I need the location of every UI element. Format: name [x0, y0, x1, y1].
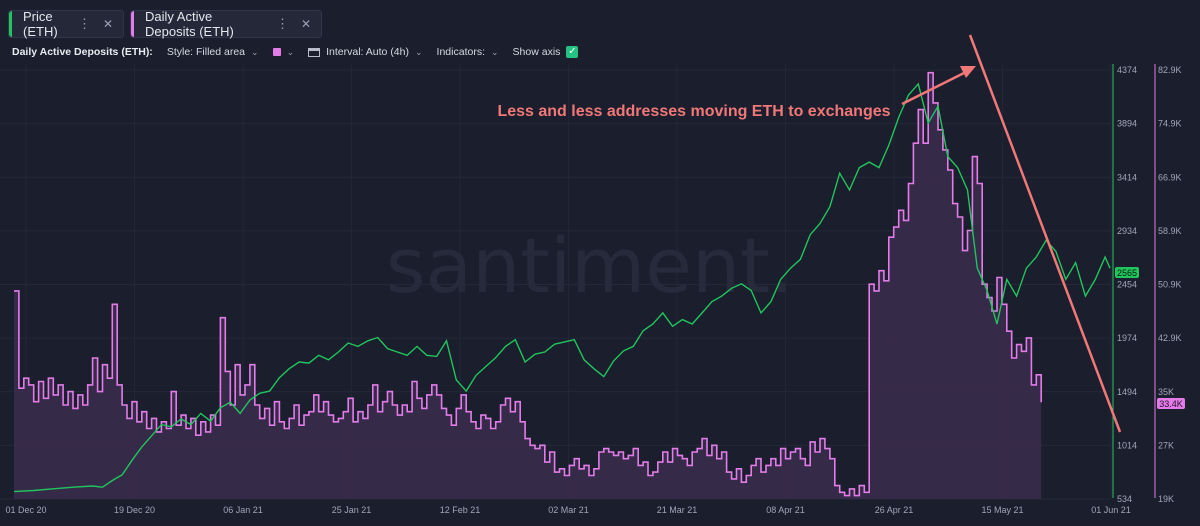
x-tick-label: 19 Dec 20 [114, 505, 155, 515]
x-tick-label: 06 Jan 21 [223, 505, 263, 515]
color-picker[interactable]: ⌄ [272, 46, 295, 58]
x-tick-label: 02 Mar 21 [548, 505, 589, 515]
series-tabs: Price (ETH) ⋮ ✕ Daily Active Deposits (E… [8, 9, 322, 39]
current-price-value: 2565 [1117, 268, 1137, 278]
price-axis-ticks: 4374 3894 3414 2934 2454 1974 1494 1014 534 [1117, 65, 1137, 504]
current-deposits-value: 33.4K [1159, 399, 1183, 409]
series-controls: Daily Active Deposits (ETH): Style: Fill… [12, 44, 592, 60]
deposits-tick-label: 27K [1158, 440, 1174, 450]
deposits-color-bar [131, 11, 134, 37]
deposits-tick-label: 50.9K [1158, 280, 1182, 290]
tab-deposits-label: Daily Active Deposits (ETH) [145, 9, 234, 39]
style-label: Style: Filled area [166, 46, 246, 58]
x-tick-label: 12 Feb 21 [440, 505, 481, 515]
interval-label: Interval: Auto (4h) [326, 46, 409, 58]
price-color-bar [9, 11, 12, 37]
x-tick-label: 21 Mar 21 [657, 505, 698, 515]
tab-deposits-menu-icon[interactable]: ⋮ [275, 16, 289, 31]
checkbox-checked-icon[interactable]: ✓ [566, 46, 579, 58]
tab-deposits-close-icon[interactable]: ✕ [300, 17, 311, 31]
chevron-down-icon: ⌄ [286, 46, 295, 57]
price-tick-label: 2934 [1117, 226, 1137, 236]
price-tick-label: 534 [1117, 494, 1132, 504]
deposits-tick-label: 58.9K [1158, 226, 1182, 236]
tab-price-label: Price (ETH) [23, 9, 58, 39]
chevron-down-icon: ⌄ [415, 46, 423, 57]
annotation-arrow-line [901, 70, 967, 106]
tab-price[interactable]: Price (ETH) ⋮ ✕ [8, 9, 124, 39]
deposits-tick-label: 35K [1158, 387, 1174, 397]
annotation-arrow-head [960, 66, 976, 78]
deposits-tick-label: 19K [1158, 494, 1174, 504]
show-axis-toggle[interactable]: Show axis ✓ [513, 46, 579, 58]
x-tick-label: 15 May 21 [981, 505, 1023, 515]
deposits-tick-label: 74.9K [1158, 119, 1182, 129]
controls-series-label: Daily Active Deposits (ETH): [12, 46, 153, 58]
interval-dropdown[interactable]: Interval: Auto (4h) ⌄ [308, 46, 423, 58]
tab-price-close-icon[interactable]: ✕ [102, 17, 113, 31]
annotation-trend-line [968, 34, 1122, 433]
deposits-tick-label: 66.9K [1158, 172, 1182, 182]
indicators-dropdown[interactable]: Indicators: ⌄ [437, 46, 499, 58]
annotation-text: Less and less addresses moving ETH to ex… [497, 103, 890, 120]
deposits-line [14, 71, 1042, 497]
x-tick-label: 26 Apr 21 [875, 505, 914, 515]
indicators-label: Indicators: [436, 46, 485, 58]
x-axis-ticks: 01 Dec 20 19 Dec 20 06 Jan 21 25 Jan 21 12 F… [5, 505, 1130, 515]
deposits-axis-ticks: 82.9K 74.9K 66.9K 58.9K 50.9K 42.9K 35K 27K 19K [1158, 65, 1182, 504]
calendar-icon [308, 47, 321, 57]
style-dropdown[interactable]: Style: Filled area ⌄ [167, 46, 259, 58]
price-tick-label: 2454 [1117, 280, 1137, 290]
show-axis-label: Show axis [512, 46, 561, 58]
current-deposits-badge: 33.4K [1157, 398, 1185, 409]
x-tick-label: 01 Jun 21 [1091, 505, 1131, 515]
tab-price-menu-icon[interactable]: ⋮ [77, 16, 91, 31]
x-tick-label: 01 Dec 20 [5, 505, 46, 515]
tab-deposits[interactable]: Daily Active Deposits (ETH) ⋮ ✕ [130, 9, 322, 39]
price-line [13, 82, 1111, 493]
price-tick-label: 4374 [1117, 65, 1137, 75]
chevron-down-icon: ⌄ [491, 46, 499, 57]
price-tick-label: 1014 [1117, 440, 1137, 450]
price-tick-label: 3894 [1117, 119, 1137, 129]
color-swatch [272, 48, 281, 56]
x-tick-label: 25 Jan 21 [332, 505, 372, 515]
chevron-down-icon: ⌄ [251, 46, 259, 57]
deposits-area-fill [14, 72, 1042, 499]
deposits-tick-label: 42.9K [1158, 333, 1182, 343]
current-price-badge: 2565 [1115, 267, 1139, 278]
x-tick-label: 08 Apr 21 [766, 505, 805, 515]
price-tick-label: 1974 [1117, 333, 1137, 343]
price-tick-label: 3414 [1117, 172, 1137, 182]
deposits-tick-label: 82.9K [1158, 65, 1182, 75]
price-tick-label: 1494 [1117, 387, 1137, 397]
watermark: santiment. [386, 221, 794, 310]
